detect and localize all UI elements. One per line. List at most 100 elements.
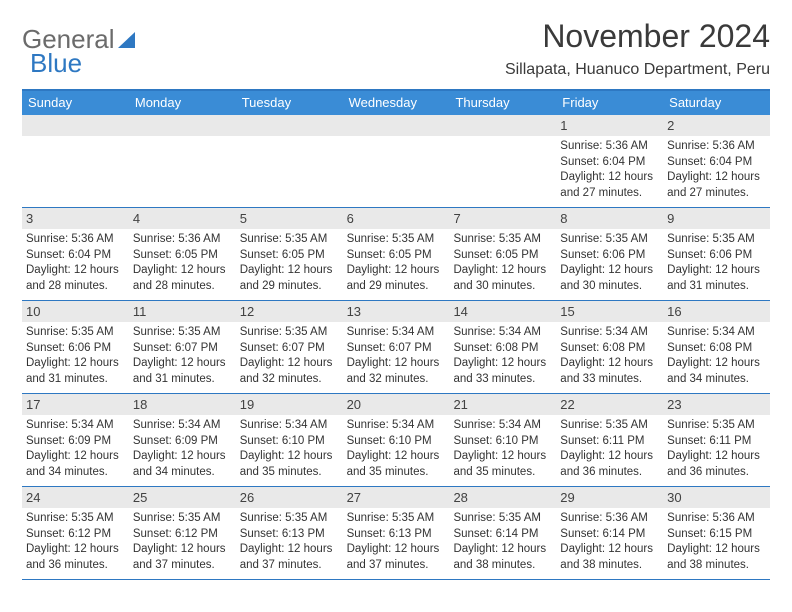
page-header: General November 2024 Sillapata, Huanuco… (22, 18, 770, 79)
day-body: Sunrise: 5:34 AMSunset: 6:09 PMDaylight:… (133, 418, 232, 480)
day-body: Sunrise: 5:34 AMSunset: 6:09 PMDaylight:… (26, 418, 125, 480)
day-number (343, 115, 450, 136)
day-cell: 21Sunrise: 5:34 AMSunset: 6:10 PMDayligh… (449, 394, 556, 486)
day-body: Sunrise: 5:36 AMSunset: 6:14 PMDaylight:… (560, 511, 659, 573)
daylight-line-1: Daylight: 12 hours (347, 449, 446, 465)
daylight-line-1: Daylight: 12 hours (240, 449, 339, 465)
daylight-line-1: Daylight: 12 hours (347, 542, 446, 558)
sunrise-text: Sunrise: 5:35 AM (133, 511, 232, 527)
daylight-line-1: Daylight: 12 hours (133, 263, 232, 279)
day-body: Sunrise: 5:35 AMSunset: 6:05 PMDaylight:… (347, 232, 446, 294)
day-number (22, 115, 129, 136)
day-cell: 14Sunrise: 5:34 AMSunset: 6:08 PMDayligh… (449, 301, 556, 393)
day-cell: 23Sunrise: 5:35 AMSunset: 6:11 PMDayligh… (663, 394, 770, 486)
day-number: 24 (22, 487, 129, 508)
daylight-line-1: Daylight: 12 hours (240, 542, 339, 558)
day-number: 25 (129, 487, 236, 508)
sunset-text: Sunset: 6:05 PM (240, 248, 339, 264)
day-body: Sunrise: 5:34 AMSunset: 6:08 PMDaylight:… (667, 325, 766, 387)
sunrise-text: Sunrise: 5:34 AM (240, 418, 339, 434)
sunrise-text: Sunrise: 5:36 AM (133, 232, 232, 248)
sunrise-text: Sunrise: 5:35 AM (347, 232, 446, 248)
sunset-text: Sunset: 6:13 PM (240, 527, 339, 543)
sunrise-text: Sunrise: 5:34 AM (453, 418, 552, 434)
daylight-line-1: Daylight: 12 hours (667, 356, 766, 372)
sunset-text: Sunset: 6:04 PM (667, 155, 766, 171)
sunset-text: Sunset: 6:14 PM (560, 527, 659, 543)
day-cell: 3Sunrise: 5:36 AMSunset: 6:04 PMDaylight… (22, 208, 129, 300)
daylight-line-1: Daylight: 12 hours (560, 542, 659, 558)
sunset-text: Sunset: 6:11 PM (560, 434, 659, 450)
sunrise-text: Sunrise: 5:35 AM (667, 232, 766, 248)
week-row: 10Sunrise: 5:35 AMSunset: 6:06 PMDayligh… (22, 301, 770, 394)
sunrise-text: Sunrise: 5:36 AM (667, 139, 766, 155)
day-number: 12 (236, 301, 343, 322)
day-number: 28 (449, 487, 556, 508)
daylight-line-2: and 36 minutes. (26, 558, 125, 574)
daylight-line-2: and 35 minutes. (240, 465, 339, 481)
day-cell: 1 Sunrise: 5:36 AMSunset: 6:04 PMDaylight… (556, 115, 663, 207)
daylight-line-2: and 32 minutes. (347, 372, 446, 388)
sunrise-text: Sunrise: 5:35 AM (240, 232, 339, 248)
day-number: 19 (236, 394, 343, 415)
sunrise-text: Sunrise: 5:35 AM (453, 232, 552, 248)
daylight-line-2: and 37 minutes. (133, 558, 232, 574)
daylight-line-2: and 27 minutes. (560, 186, 659, 202)
daylight-line-1: Daylight: 12 hours (240, 356, 339, 372)
daylight-line-1: Daylight: 12 hours (560, 356, 659, 372)
daylight-line-1: Daylight: 12 hours (347, 263, 446, 279)
sunrise-text: Sunrise: 5:35 AM (667, 418, 766, 434)
day-body: Sunrise: 5:35 AMSunset: 6:12 PMDaylight:… (133, 511, 232, 573)
daylight-line-2: and 36 minutes. (667, 465, 766, 481)
sunset-text: Sunset: 6:05 PM (133, 248, 232, 264)
sunset-text: Sunset: 6:07 PM (347, 341, 446, 357)
daylight-line-2: and 37 minutes. (347, 558, 446, 574)
day-body: Sunrise: 5:35 AMSunset: 6:14 PMDaylight:… (453, 511, 552, 573)
day-cell: 24Sunrise: 5:35 AMSunset: 6:12 PMDayligh… (22, 487, 129, 579)
daylight-line-2: and 31 minutes. (667, 279, 766, 295)
day-number: 6 (343, 208, 450, 229)
day-number: 10 (22, 301, 129, 322)
day-number: 1 (556, 115, 663, 136)
location-text: Sillapata, Huanuco Department, Peru (505, 61, 770, 79)
daylight-line-1: Daylight: 12 hours (240, 263, 339, 279)
day-cell (236, 115, 343, 207)
day-number: 16 (663, 301, 770, 322)
daylight-line-1: Daylight: 12 hours (453, 356, 552, 372)
sunrise-text: Sunrise: 5:35 AM (26, 511, 125, 527)
daylight-line-2: and 35 minutes. (347, 465, 446, 481)
sunset-text: Sunset: 6:06 PM (560, 248, 659, 264)
dow-monday: Monday (129, 91, 236, 115)
sunrise-text: Sunrise: 5:34 AM (560, 325, 659, 341)
day-body: Sunrise: 5:36 AMSunset: 6:04 PMDaylight:… (560, 139, 659, 201)
daylight-line-2: and 31 minutes. (133, 372, 232, 388)
day-body: Sunrise: 5:35 AMSunset: 6:05 PMDaylight:… (453, 232, 552, 294)
dow-wednesday: Wednesday (343, 91, 450, 115)
day-cell: 25 Sunrise: 5:35 AMSunset: 6:12 PMDayligh… (129, 487, 236, 579)
daylight-line-1: Daylight: 12 hours (453, 542, 552, 558)
day-body: Sunrise: 5:35 AMSunset: 6:05 PMDaylight:… (240, 232, 339, 294)
sunset-text: Sunset: 6:07 PM (240, 341, 339, 357)
day-number: 9 (663, 208, 770, 229)
day-number: 5 (236, 208, 343, 229)
sunset-text: Sunset: 6:14 PM (453, 527, 552, 543)
sunset-text: Sunset: 6:15 PM (667, 527, 766, 543)
brand-word-2: Blue (30, 48, 82, 79)
daylight-line-1: Daylight: 12 hours (26, 542, 125, 558)
day-number: 22 (556, 394, 663, 415)
daylight-line-1: Daylight: 12 hours (667, 170, 766, 186)
day-body: Sunrise: 5:35 AMSunset: 6:11 PMDaylight:… (560, 418, 659, 480)
day-body: Sunrise: 5:35 AMSunset: 6:07 PMDaylight:… (240, 325, 339, 387)
day-body: Sunrise: 5:35 AMSunset: 6:06 PMDaylight:… (667, 232, 766, 294)
weeks-container: 1Sunrise: 5:36 AMSunset: 6:04 PMDaylight… (22, 115, 770, 580)
daylight-line-2: and 36 minutes. (560, 465, 659, 481)
daylight-line-2: and 29 minutes. (347, 279, 446, 295)
sunrise-text: Sunrise: 5:35 AM (560, 232, 659, 248)
sunrise-text: Sunrise: 5:34 AM (347, 418, 446, 434)
day-cell: 22 Sunrise: 5:35 AMSunset: 6:11 PMDayligh… (556, 394, 663, 486)
day-cell: 13Sunrise: 5:34 AMSunset: 6:07 PMDayligh… (343, 301, 450, 393)
daylight-line-2: and 34 minutes. (133, 465, 232, 481)
day-body: Sunrise: 5:35 AMSunset: 6:13 PMDaylight:… (347, 511, 446, 573)
sunrise-text: Sunrise: 5:36 AM (560, 139, 659, 155)
day-cell: 2Sunrise: 5:36 AMSunset: 6:04 PMDaylight… (663, 115, 770, 207)
